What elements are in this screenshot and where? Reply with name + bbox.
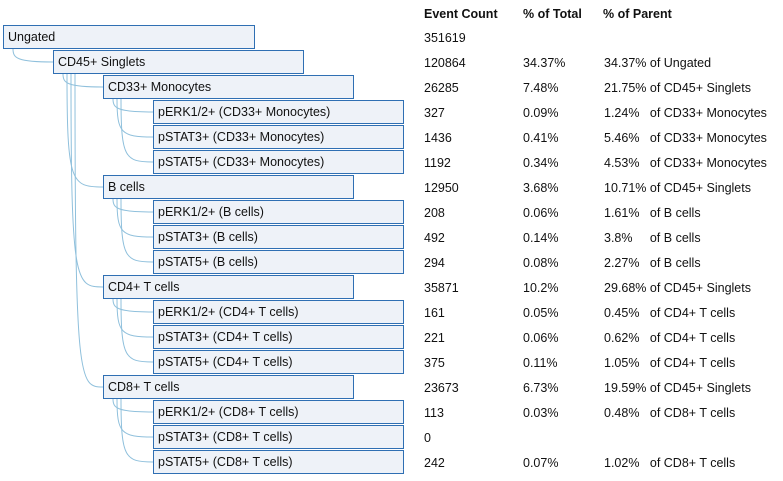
gate-node[interactable]: pSTAT5+ (CD8+ T cells): [153, 450, 404, 474]
pct-parent-cell: 19.59% of CD45+ Singlets: [604, 381, 751, 395]
header-event-count: Event Count: [424, 7, 498, 21]
pct-total-cell: 3.68%: [523, 181, 559, 195]
gate-node[interactable]: CD8+ T cells: [103, 375, 354, 399]
pct-parent-cell: 34.37% of Ungated: [604, 56, 712, 70]
pct-total-cell: 7.48%: [523, 81, 559, 95]
event-count-cell: 12950: [424, 181, 459, 195]
gate-node[interactable]: pERK1/2+ (CD4+ T cells): [153, 300, 404, 324]
pct-total-cell: 6.73%: [523, 381, 559, 395]
connector-line: [120, 398, 154, 463]
pct-total-cell: 0.08%: [523, 256, 559, 270]
pct-total-cell: 0.07%: [523, 456, 559, 470]
pct-parent-cell: 1.61% of B cells: [604, 206, 701, 220]
pct-parent-cell: 4.53% of CD33+ Monocytes: [604, 156, 767, 170]
connector-line: [112, 298, 154, 313]
gate-node[interactable]: CD45+ Singlets: [53, 50, 304, 74]
gate-node[interactable]: pERK1/2+ (B cells): [153, 200, 404, 224]
pct-parent-cell: 5.46% of CD33+ Monocytes: [604, 131, 767, 145]
event-count-cell: 113: [424, 406, 444, 420]
pct-total-cell: 0.09%: [523, 106, 559, 120]
gate-node[interactable]: pSTAT3+ (CD8+ T cells): [153, 425, 404, 449]
event-count-cell: 161: [424, 306, 445, 320]
pct-parent-cell: 1.05% of CD4+ T cells: [604, 356, 736, 370]
event-count-cell: 0: [424, 431, 431, 445]
gate-node[interactable]: Ungated: [3, 25, 255, 49]
pct-parent-cell: 3.8% of B cells: [604, 231, 701, 245]
event-count-cell: 242: [424, 456, 445, 470]
pct-total-cell: 0.06%: [523, 331, 559, 345]
gate-node[interactable]: pSTAT5+ (CD4+ T cells): [153, 350, 404, 374]
pct-total-cell: 0.11%: [523, 356, 558, 370]
connector-line: [116, 98, 154, 138]
event-count-cell: 208: [424, 206, 445, 220]
pct-total-cell: 0.41%: [523, 131, 559, 145]
gate-node[interactable]: CD33+ Monocytes: [103, 75, 354, 99]
connector-line: [62, 73, 104, 88]
connector-line: [66, 73, 104, 188]
connector-line: [116, 398, 154, 438]
event-count-cell: 23673: [424, 381, 459, 395]
pct-parent-cell: 29.68% of CD45+ Singlets: [604, 281, 751, 295]
gate-node[interactable]: pSTAT3+ (CD33+ Monocytes): [153, 125, 404, 149]
event-count-cell: 375: [424, 356, 445, 370]
pct-total-cell: 0.14%: [523, 231, 559, 245]
connector-line: [112, 98, 154, 113]
event-count-cell: 35871: [424, 281, 459, 295]
connector-line: [120, 98, 154, 163]
event-count-cell: 1192: [424, 156, 451, 170]
event-count-cell: 120864: [424, 56, 466, 70]
connector-line: [120, 198, 154, 263]
pct-total-cell: 0.03%: [523, 406, 559, 420]
connector-line: [116, 198, 154, 238]
pct-parent-cell: 2.27% of B cells: [604, 256, 701, 270]
pct-total-cell: 34.37%: [523, 56, 566, 70]
event-count-cell: 26285: [424, 81, 459, 95]
connector-line: [120, 298, 154, 363]
event-count-cell: 492: [424, 231, 445, 245]
pct-parent-cell: 0.45% of CD4+ T cells: [604, 306, 736, 320]
pct-parent-cell: 0.48% of CD8+ T cells: [604, 406, 736, 420]
connector-line: [112, 398, 154, 413]
connector-line: [112, 198, 154, 213]
pct-total-cell: 0.34%: [523, 156, 559, 170]
gate-node[interactable]: CD4+ T cells: [103, 275, 354, 299]
pct-parent-cell: 1.24% of CD33+ Monocytes: [604, 106, 767, 120]
gate-node[interactable]: pSTAT3+ (CD4+ T cells): [153, 325, 404, 349]
event-count-cell: 327: [424, 106, 445, 120]
gate-node[interactable]: pSTAT3+ (B cells): [153, 225, 404, 249]
pct-parent-cell: 1.02% of CD8+ T cells: [604, 456, 736, 470]
event-count-cell: 351619: [424, 31, 466, 45]
header-pct-total: % of Total: [523, 7, 582, 21]
gate-node[interactable]: pERK1/2+ (CD8+ T cells): [153, 400, 404, 424]
pct-parent-cell: 10.71% of CD45+ Singlets: [604, 181, 751, 195]
pct-total-cell: 10.2%: [523, 281, 559, 295]
event-count-cell: 1436: [424, 131, 452, 145]
event-count-cell: 294: [424, 256, 445, 270]
connector-line: [12, 48, 54, 63]
gate-node[interactable]: B cells: [103, 175, 354, 199]
event-count-cell: 221: [424, 331, 445, 345]
pct-parent-cell: 0.62% of CD4+ T cells: [604, 331, 736, 345]
gate-node[interactable]: pERK1/2+ (CD33+ Monocytes): [153, 100, 404, 124]
connector-line: [116, 298, 154, 338]
pct-parent-cell: 21.75% of CD45+ Singlets: [604, 81, 751, 95]
connector-line: [74, 73, 104, 388]
connector-line: [70, 73, 104, 288]
gate-node[interactable]: pSTAT5+ (CD33+ Monocytes): [153, 150, 404, 174]
pct-total-cell: 0.06%: [523, 206, 559, 220]
pct-total-cell: 0.05%: [523, 306, 559, 320]
header-pct-parent: % of Parent: [603, 7, 672, 21]
gate-node[interactable]: pSTAT5+ (B cells): [153, 250, 404, 274]
